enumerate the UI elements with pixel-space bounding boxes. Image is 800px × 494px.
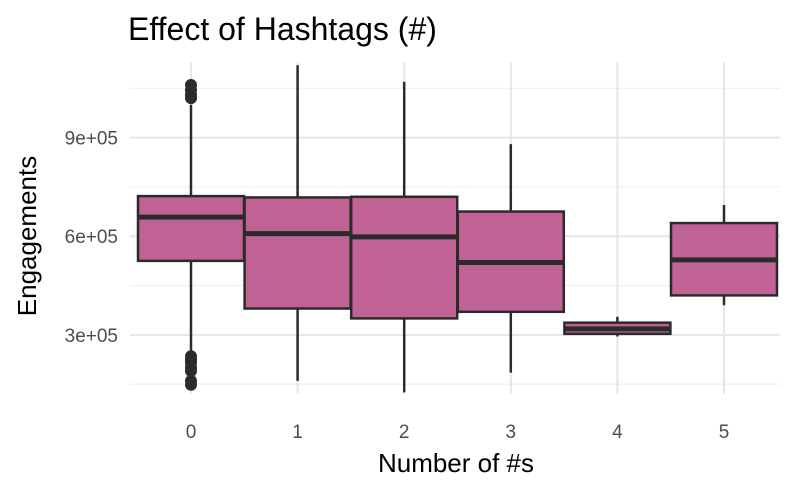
x-tick-label: 5: [719, 422, 730, 443]
box-iqr: [349, 195, 459, 320]
box-group: [136, 79, 246, 391]
x-tick-label: 0: [186, 422, 197, 443]
x-tick-label: 2: [399, 422, 410, 443]
box-iqr: [243, 196, 352, 310]
outlier-point: [185, 364, 197, 377]
x-axis-title: Number of #s: [378, 448, 534, 478]
box-group: [563, 316, 672, 337]
x-tick-label: 1: [292, 422, 303, 443]
outlier-point: [185, 92, 197, 105]
box-group: [456, 144, 566, 373]
box-iqr: [136, 194, 246, 263]
boxes: [136, 65, 779, 393]
outlier-point: [185, 378, 197, 391]
x-tick-label: 3: [506, 422, 517, 443]
tick-labels: 3e+05 6e+05 9e+05 0 1 2 3 4 5: [65, 129, 730, 443]
y-tick-label: 9e+05: [65, 129, 118, 150]
box-group: [669, 204, 779, 306]
y-tick-label: 6e+05: [65, 227, 118, 248]
x-tick-label: 4: [612, 422, 623, 443]
y-axis-title: Engagements: [12, 156, 42, 316]
box-group: [349, 81, 459, 393]
box-group: [243, 65, 352, 381]
y-tick-label: 3e+05: [65, 326, 118, 347]
chart-title: Effect of Hashtags (#): [128, 11, 437, 47]
